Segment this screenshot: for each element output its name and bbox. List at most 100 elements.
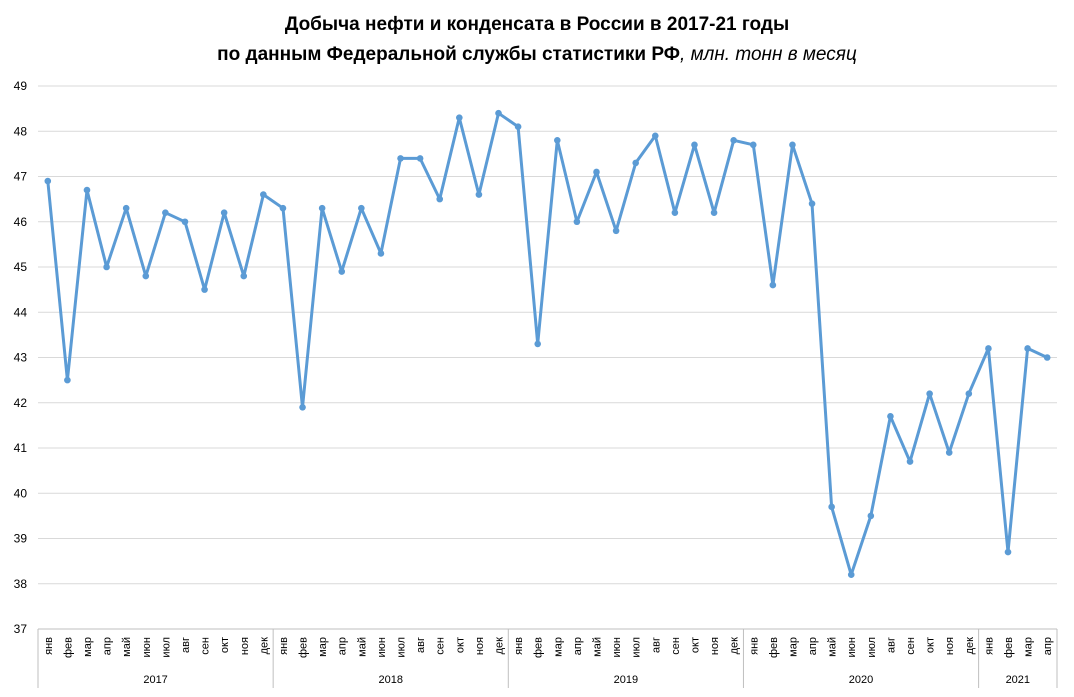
x-axis: янв фев мар апр май июн июл авг сен окт ноя дек янв ф… (37, 628, 1058, 688)
data-point (828, 503, 835, 511)
data-point (730, 137, 737, 144)
data-point (808, 200, 816, 207)
year-label: 2021 (1006, 674, 1030, 686)
x-tick-label: авг (415, 637, 427, 653)
data-point (867, 512, 875, 520)
y-tick-label: 37 (14, 622, 28, 636)
data-point (573, 218, 581, 226)
data-point (1024, 345, 1031, 352)
data-point (965, 390, 973, 398)
x-tick-label: ноя (474, 637, 486, 655)
y-tick-label: 41 (14, 441, 28, 455)
y-tick-label: 43 (14, 351, 28, 365)
data-point (926, 390, 933, 398)
chart-title-line2: по данным Федеральной службы статистики … (0, 44, 1074, 66)
data-point (593, 168, 600, 176)
x-tick-label: дек (964, 637, 976, 655)
x-tick-label: ноя (944, 637, 956, 655)
x-tick-label: май (356, 637, 368, 657)
x-tick-label: апр (572, 637, 584, 655)
data-point (436, 195, 444, 203)
data-point (122, 204, 130, 212)
x-tick-label: авг (885, 637, 897, 653)
data-point (789, 141, 796, 149)
chart-title-unit: , млн. тонн в месяц (680, 44, 857, 65)
data-point (906, 458, 914, 465)
data-point (338, 268, 346, 275)
data-point (514, 123, 522, 131)
data-point (553, 137, 561, 144)
x-tick-label: авг (180, 637, 192, 653)
chart-title-line1: Добыча нефти и конденсата в России в 201… (284, 14, 790, 35)
x-tick-label: мар (1023, 637, 1035, 657)
data-point (1004, 548, 1012, 556)
x-tick-label: окт (925, 637, 937, 653)
x-tick-label: окт (454, 637, 466, 653)
data-point (651, 132, 659, 140)
data-point (142, 272, 150, 280)
x-tick-label: июл (866, 637, 878, 658)
y-tick-label: 49 (14, 79, 28, 93)
x-tick-label: июл (396, 637, 408, 658)
data-point (416, 155, 424, 162)
y-tick-label: 47 (14, 170, 28, 184)
data-point (749, 141, 757, 149)
data-point (377, 250, 385, 257)
data-point (456, 114, 463, 121)
data-point (847, 571, 855, 578)
data-point (495, 109, 502, 117)
series-production (44, 109, 1051, 578)
x-tick-label: янв (43, 637, 55, 655)
x-tick-label: май (591, 637, 603, 657)
data-point (397, 155, 404, 162)
x-tick-label: янв (983, 637, 995, 655)
x-tick-label: мар (787, 637, 799, 657)
x-tick-label: сен (435, 637, 447, 655)
data-point (181, 218, 189, 226)
x-tick-label: дек (258, 637, 270, 655)
data-point (64, 376, 71, 384)
x-tick-label: июл (631, 637, 643, 658)
x-tick-label: мар (552, 637, 564, 657)
data-point (162, 209, 169, 216)
x-tick-label: апр (1042, 637, 1054, 655)
x-tick-label: июн (141, 637, 153, 657)
x-tick-label: фев (1003, 637, 1015, 658)
data-point (358, 204, 365, 212)
data-point (103, 263, 110, 271)
y-tick-label: 42 (14, 396, 28, 410)
year-label: 2017 (143, 674, 167, 686)
data-point (475, 191, 483, 198)
data-point (710, 209, 718, 216)
x-tick-label: янв (513, 637, 525, 655)
data-point (44, 177, 52, 185)
data-point (201, 286, 208, 293)
year-label: 2019 (614, 674, 638, 686)
data-point (260, 191, 267, 198)
x-tick-label: окт (689, 637, 701, 653)
y-tick-label: 44 (14, 305, 28, 319)
chart-title-main: по данным Федеральной службы статистики … (217, 44, 681, 65)
data-point (945, 449, 953, 456)
data-point (985, 345, 992, 352)
x-tick-label: янв (278, 637, 290, 655)
x-tick-label: сен (905, 637, 917, 655)
data-point (220, 209, 228, 216)
data-point (691, 141, 698, 149)
x-tick-label: сен (200, 637, 212, 655)
x-tick-label: апр (337, 637, 349, 655)
x-tick-label: сен (670, 637, 682, 655)
x-tick-label: июл (160, 637, 172, 658)
data-point (240, 272, 248, 280)
year-label: 2020 (849, 674, 873, 686)
data-point (769, 281, 777, 289)
year-label: 2018 (378, 674, 402, 686)
data-point (632, 159, 639, 167)
y-tick-label: 45 (14, 260, 28, 274)
x-tick-label: ноя (709, 637, 721, 655)
x-tick-label: янв (748, 637, 760, 655)
y-tick-label: 46 (14, 215, 28, 229)
x-tick-label: июн (846, 637, 858, 657)
y-tick-label: 38 (14, 577, 28, 591)
